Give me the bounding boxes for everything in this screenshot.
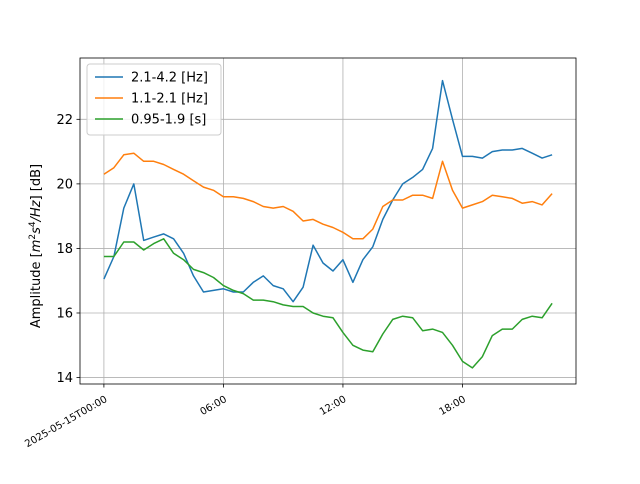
legend-label: 2.1-4.2 [Hz] (131, 71, 208, 86)
y-tick-label: 14 (56, 371, 73, 386)
y-tick-label: 18 (56, 242, 73, 257)
series-line-1 (103, 79, 553, 303)
legend: 2.1-4.2 [Hz] 1.1-2.1 [Hz] 0.95-1.9 [s] (86, 63, 222, 136)
y-tick-label: 16 (56, 306, 73, 321)
series-line-2 (103, 152, 553, 240)
y-axis-label: Amplitude [m2s4/Hz] [dB] (28, 164, 44, 328)
series-lines (103, 79, 553, 369)
series-line-3 (103, 238, 553, 369)
legend-label: 1.1-2.1 [Hz] (131, 92, 208, 107)
legend-label: 0.95-1.9 [s] (131, 113, 206, 128)
y-axis-ticks: 14 16 18 20 22 (56, 113, 80, 386)
axes-frame (79, 57, 577, 385)
legend-box (86, 63, 222, 136)
y-tick-label: 20 (56, 177, 73, 192)
y-tick-label: 22 (56, 113, 73, 128)
